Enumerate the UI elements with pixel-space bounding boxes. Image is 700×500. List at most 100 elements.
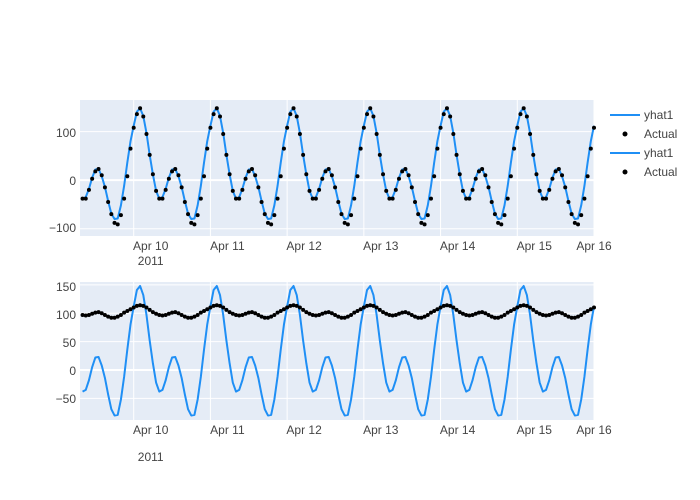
- data-point-actual: [492, 212, 497, 217]
- data-point-actual: [448, 303, 453, 308]
- bottom-x-tick-label: Apr 14: [440, 423, 476, 437]
- data-point-actual: [80, 196, 85, 201]
- data-point-actual: [240, 312, 245, 317]
- data-point-actual: [173, 166, 178, 171]
- data-point-actual: [323, 169, 328, 174]
- data-point-actual: [83, 313, 88, 318]
- data-point-actual: [157, 196, 162, 201]
- data-point-actual: [80, 312, 85, 317]
- data-point-actual: [269, 314, 274, 319]
- data-point-actual: [259, 200, 264, 204]
- bottom-y-tick-label: 100: [56, 308, 76, 322]
- data-point-actual: [205, 307, 210, 312]
- data-point-actual: [262, 212, 267, 217]
- data-point-actual: [141, 303, 146, 308]
- data-point-actual: [397, 311, 402, 316]
- data-point-actual: [355, 308, 360, 313]
- data-point-actual: [553, 169, 558, 174]
- data-point-actual: [537, 188, 542, 193]
- data-point-actual: [550, 176, 555, 181]
- data-point-actual: [508, 174, 513, 179]
- data-point-actual: [349, 213, 354, 218]
- data-point-actual: [553, 310, 558, 315]
- data-point-actual: [211, 303, 216, 308]
- data-point-actual: [521, 303, 526, 308]
- data-point-actual: [563, 312, 568, 317]
- data-point-actual: [166, 176, 171, 181]
- data-point-actual: [96, 166, 101, 171]
- data-point-actual: [361, 125, 366, 130]
- data-point-actual: [141, 114, 146, 119]
- legend-item-yhat1[interactable]: yhat1: [610, 108, 674, 122]
- data-point-actual: [313, 313, 318, 318]
- data-point-actual: [102, 185, 107, 190]
- data-point-actual: [233, 312, 238, 317]
- data-point-actual: [480, 166, 485, 171]
- data-point-actual: [585, 308, 590, 313]
- data-point-actual: [428, 196, 433, 201]
- data-point-actual: [345, 314, 350, 319]
- data-point-actual: [259, 314, 264, 319]
- data-point-actual: [540, 196, 545, 201]
- data-point-actual: [467, 196, 472, 201]
- bottom-x-year-label: 2011: [138, 450, 164, 464]
- data-point-actual: [416, 315, 421, 320]
- data-point-actual: [435, 307, 440, 312]
- data-point-actual: [320, 176, 325, 181]
- data-point-actual: [377, 152, 382, 157]
- data-point-actual: [118, 213, 123, 218]
- data-point-actual: [243, 176, 248, 181]
- data-point-actual: [499, 314, 504, 319]
- data-point-actual: [192, 314, 197, 319]
- data-point-actual: [301, 152, 306, 157]
- bottom-x-tick-label: Apr 15: [517, 423, 553, 437]
- data-point-actual: [202, 308, 207, 313]
- data-point-actual: [576, 222, 581, 227]
- data-point-actual: [406, 173, 411, 178]
- data-point-actual: [256, 185, 261, 190]
- data-point-actual: [125, 308, 130, 313]
- data-point-actual: [403, 166, 408, 171]
- data-point-actual: [310, 312, 315, 317]
- data-point-actual: [265, 315, 270, 320]
- data-point-actual: [528, 305, 533, 310]
- data-point-actual: [333, 312, 338, 317]
- data-point-actual: [214, 106, 219, 111]
- top-subplot: Apr 10 Apr 11 Apr 12 Apr 13 Apr 14 Apr 1…: [49, 100, 612, 268]
- data-point-actual: [249, 310, 254, 315]
- data-point-actual: [413, 200, 417, 204]
- data-point-actual: [237, 313, 242, 318]
- data-point-actual: [304, 310, 309, 315]
- data-point-actual: [454, 307, 459, 312]
- data-point-actual: [214, 303, 219, 308]
- data-point-actual: [106, 314, 111, 319]
- top-x-tick-label: Apr 13: [363, 239, 399, 253]
- top-data-layer: [80, 106, 596, 227]
- data-point-actual: [352, 310, 357, 315]
- data-point-actual: [265, 220, 270, 225]
- data-point-actual: [556, 310, 561, 315]
- series-line-yhat1: [82, 284, 595, 417]
- data-point-actual: [550, 311, 555, 316]
- bottom-plot-background: [80, 282, 594, 420]
- legend-item-actual[interactable]: Actual: [622, 127, 678, 141]
- data-point-actual: [281, 307, 286, 312]
- data-point-actual: [83, 196, 88, 201]
- data-point-actual: [483, 173, 488, 178]
- data-point-actual: [109, 315, 114, 320]
- data-point-actual: [90, 311, 95, 316]
- data-point-actual: [253, 173, 258, 178]
- data-point-actual: [275, 196, 280, 201]
- data-point-actual: [502, 312, 507, 317]
- data-point-actual: [409, 312, 414, 317]
- data-point-actual: [297, 305, 302, 310]
- data-point-actual: [467, 313, 472, 318]
- data-point-actual: [233, 196, 238, 201]
- legend-label: Actual: [644, 165, 677, 179]
- legend-item-actual[interactable]: Actual: [622, 165, 678, 179]
- legend-item-yhat1[interactable]: yhat1: [610, 146, 674, 160]
- data-point-actual: [310, 196, 315, 201]
- data-point-actual: [428, 310, 433, 315]
- data-point-actual: [186, 212, 191, 217]
- data-point-actual: [99, 173, 104, 178]
